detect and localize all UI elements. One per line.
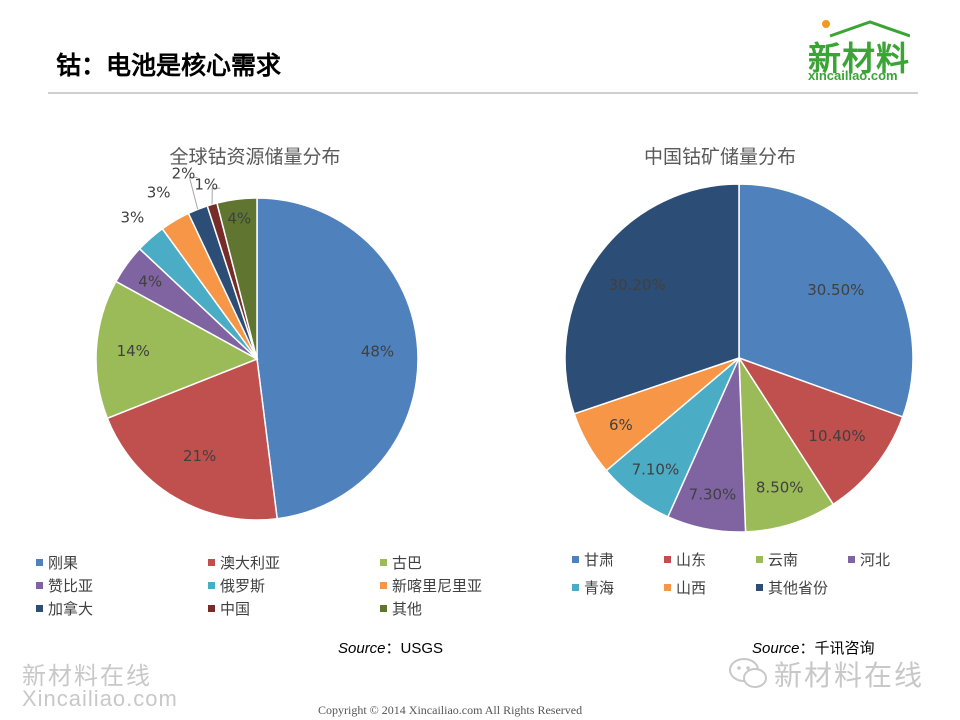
- legend-item: 青海: [572, 577, 614, 598]
- source-value: ：千讯咨询: [799, 640, 875, 657]
- pie-slice-1: [738, 183, 914, 418]
- legend-swatch: [380, 559, 387, 566]
- legend-item: 澳大利亚: [208, 552, 280, 573]
- legend-item: 山东: [664, 549, 706, 570]
- legend-label: 中国: [220, 600, 251, 618]
- brand-logo: 新材料 xincailiao.com: [800, 18, 920, 86]
- data-label: 21%: [183, 447, 216, 465]
- pie-slice-3: [95, 280, 259, 420]
- data-label: 7.10%: [632, 460, 680, 478]
- legend-item: 云南: [756, 549, 798, 570]
- watermark-wechat: 新材料在线: [774, 659, 925, 692]
- legend-label: 古巴: [392, 554, 423, 572]
- watermark-en: Xincailiao.com: [22, 686, 178, 711]
- legend-item: 中国: [208, 598, 250, 619]
- legend-item: 古巴: [380, 552, 422, 573]
- data-label: 2%: [172, 164, 196, 182]
- logo-text: 新材料: [808, 39, 910, 78]
- pie-china: 30.50% 10.40% 8.50% 7.30% 7.10% 6% 30.20%: [564, 183, 914, 533]
- legend-label: 新喀里尼里亚: [392, 577, 483, 595]
- pie-slice-2: [106, 357, 279, 521]
- legend-swatch: [36, 559, 43, 566]
- legend-label: 其他: [392, 600, 423, 618]
- data-label: 14%: [117, 342, 150, 360]
- pie-slice-9: [216, 197, 258, 360]
- legend-item: 俄罗斯: [208, 575, 265, 596]
- pie-slice-7: [564, 183, 740, 415]
- data-label: 6%: [609, 416, 633, 434]
- data-label: 30.50%: [807, 281, 864, 299]
- legend-item: 甘肃: [572, 549, 614, 570]
- legend-label: 俄罗斯: [220, 577, 266, 595]
- legend-swatch: [756, 556, 763, 563]
- source-label: Source: [752, 640, 800, 657]
- data-label: 1%: [194, 175, 218, 193]
- source-label: Source: [338, 640, 386, 657]
- data-label: 4%: [227, 209, 251, 227]
- data-label: 4%: [138, 272, 162, 290]
- watermark-cn: 新材料在线: [22, 662, 152, 690]
- data-label: 7.30%: [689, 486, 737, 504]
- legend-label: 澳大利亚: [220, 554, 281, 572]
- legend-label: 加拿大: [48, 600, 94, 618]
- pie-slice-2: [737, 356, 904, 506]
- legend-swatch: [664, 556, 671, 563]
- legend-swatch: [208, 559, 215, 566]
- legend-swatch: [380, 605, 387, 612]
- source-value: ：USGS: [385, 640, 444, 657]
- chart-title-china: 中国钴矿储量分布: [644, 146, 796, 168]
- legend-swatch: [208, 605, 215, 612]
- legend-swatch: [756, 584, 763, 591]
- legend-swatch: [664, 584, 671, 591]
- wechat-icon: [729, 658, 767, 688]
- legend-item: 新喀里尼里亚: [380, 575, 482, 596]
- legend-label: 甘肃: [584, 551, 615, 569]
- legend-item: 刚果: [36, 552, 78, 573]
- page-title: 钴：电池是核心需求: [56, 51, 282, 80]
- pie-slice-1: [256, 197, 419, 520]
- data-label: 3%: [121, 209, 145, 227]
- data-label: 30.20%: [609, 276, 666, 294]
- legend-swatch: [572, 584, 579, 591]
- pie-global: 48%21%14%4%3%3%2%1%4%: [95, 164, 419, 521]
- legend-label: 山东: [676, 551, 707, 569]
- legend-label: 刚果: [48, 554, 79, 572]
- data-label: 3%: [147, 184, 171, 202]
- data-label: 8.50%: [756, 478, 804, 496]
- chart-title-global: 全球钴资源储量分布: [169, 146, 340, 168]
- legend-label: 赞比亚: [48, 577, 94, 595]
- legend-swatch: [572, 556, 579, 563]
- legend-label: 云南: [768, 551, 799, 569]
- legend-label: 山西: [676, 579, 707, 597]
- legend-item: 山西: [664, 577, 706, 598]
- header-divider: [48, 92, 918, 94]
- logo-roof-icon: [822, 20, 910, 38]
- legend-swatch: [380, 582, 387, 589]
- legend-item: 加拿大: [36, 598, 93, 619]
- legend-swatch: [36, 582, 43, 589]
- logo-url: xincailiao.com: [808, 68, 898, 83]
- legend-swatch: [848, 556, 855, 563]
- leader-line: [211, 187, 221, 205]
- pie-slice-3: [738, 355, 835, 533]
- legend-item: 河北: [848, 549, 890, 570]
- data-label: 10.40%: [808, 427, 865, 445]
- source-china: Source：千讯咨询: [752, 637, 875, 658]
- legend-swatch: [208, 582, 215, 589]
- legend-item: 赞比亚: [36, 575, 93, 596]
- source-global: Source：USGS: [338, 637, 443, 658]
- legend-item: 其他: [380, 598, 422, 619]
- legend-label: 其他省份: [768, 579, 829, 597]
- leader-line: [188, 176, 199, 210]
- copyright: Copyright © 2014 Xincailiao.com All Righ…: [318, 703, 583, 717]
- legend-label: 河北: [860, 551, 891, 569]
- legend-swatch: [36, 605, 43, 612]
- legend-item: 其他省份: [756, 577, 828, 598]
- legend-label: 青海: [584, 579, 615, 597]
- data-label: 48%: [361, 342, 394, 360]
